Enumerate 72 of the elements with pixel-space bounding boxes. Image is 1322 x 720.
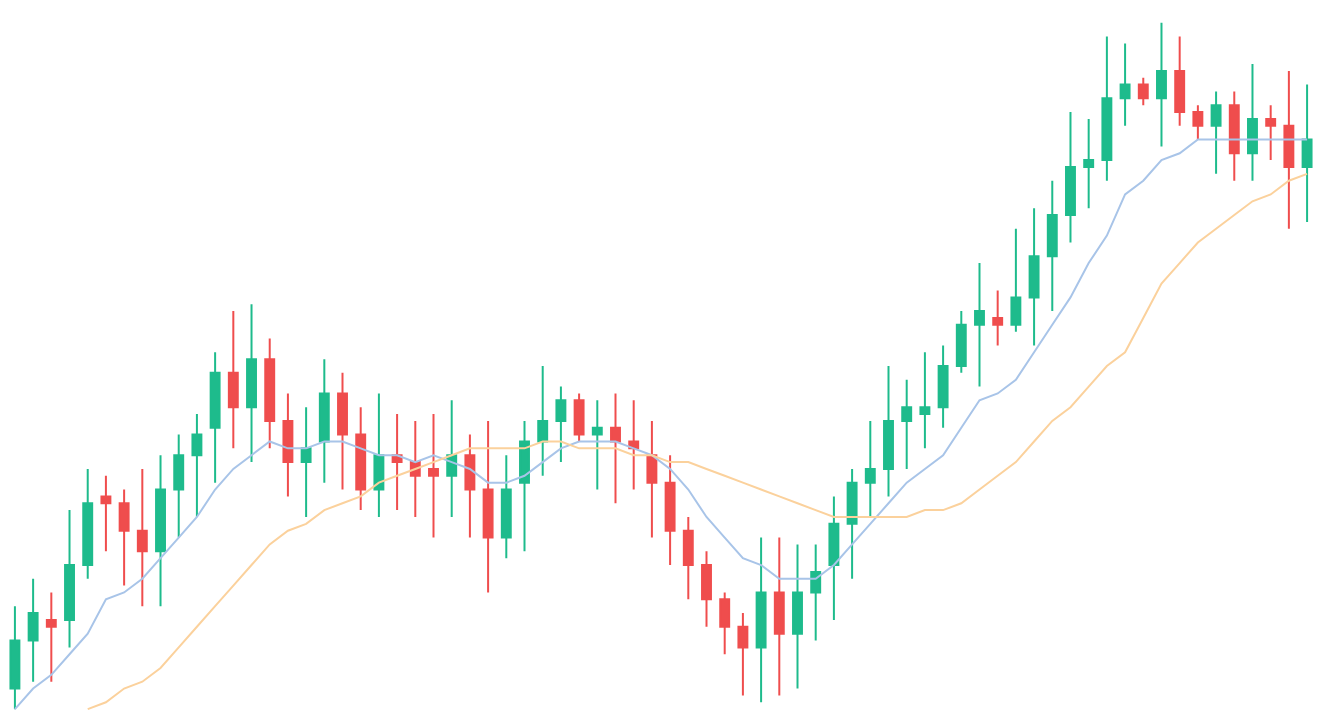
candlestick [391, 413, 403, 512]
candlestick [864, 419, 876, 518]
candlestick [100, 474, 112, 553]
candlestick [136, 467, 148, 608]
candlestick [173, 433, 185, 539]
candlestick [482, 419, 494, 594]
candlestick [428, 413, 439, 539]
candlestick [1119, 42, 1131, 127]
candlestick [573, 392, 585, 443]
candlestick [701, 550, 712, 628]
candlestick [227, 310, 239, 450]
candlestick [664, 454, 676, 567]
candlestick [82, 467, 94, 580]
candlestick [1265, 104, 1277, 162]
candlestick [682, 515, 694, 601]
candlestick [537, 365, 549, 477]
candlestick [974, 262, 985, 388]
candlestick [1156, 21, 1167, 148]
candlestick [519, 419, 530, 553]
candlestick [955, 310, 967, 374]
candlestick [773, 536, 785, 697]
candlestick [45, 591, 57, 683]
candlestick [118, 488, 130, 587]
candlestick [555, 385, 567, 464]
candlestick [901, 378, 913, 470]
candlestick [264, 337, 276, 450]
candlestick [810, 543, 822, 642]
candlestick [628, 399, 640, 491]
candlestick [610, 392, 621, 505]
candlestick [191, 413, 203, 518]
candlestick [737, 612, 749, 697]
candlestick [64, 509, 75, 649]
candlestick [846, 467, 858, 580]
candlestick [992, 289, 1004, 347]
candlestick [337, 371, 348, 491]
candlestick [1228, 90, 1240, 182]
candlestick [282, 392, 294, 498]
candlestick [1247, 63, 1258, 182]
candlestick [355, 406, 367, 512]
candlestick [1083, 117, 1095, 210]
candlestick [318, 358, 330, 484]
candlestick [500, 454, 512, 560]
candlestick [373, 392, 385, 518]
candlestick [1137, 76, 1149, 107]
candlestick [27, 577, 39, 683]
candlestick [792, 543, 803, 690]
candlestick [1192, 104, 1204, 141]
candlestick [1028, 207, 1040, 347]
candlestick [1101, 35, 1113, 182]
candlestick [719, 591, 731, 656]
candlestick [1210, 90, 1222, 175]
candlestick [300, 406, 312, 518]
candlestick [919, 351, 931, 450]
candlestick [828, 495, 840, 621]
candlestick [1065, 111, 1076, 244]
candlestick [646, 419, 658, 539]
candlestick [464, 433, 476, 539]
candlestick [1010, 227, 1022, 333]
candlestick [883, 365, 894, 498]
candlestick [1283, 69, 1295, 230]
candlestick [1301, 83, 1313, 223]
candlestick [446, 399, 458, 518]
candlestick [1046, 179, 1058, 313]
candlestick [155, 454, 166, 608]
candlestick [755, 536, 767, 704]
candlestick [591, 399, 603, 491]
candlestick [209, 351, 221, 484]
candlestick [937, 344, 949, 429]
candlestick [409, 419, 421, 518]
candlestick [9, 605, 21, 711]
candlestick [1174, 35, 1186, 127]
candlestick [246, 303, 257, 464]
